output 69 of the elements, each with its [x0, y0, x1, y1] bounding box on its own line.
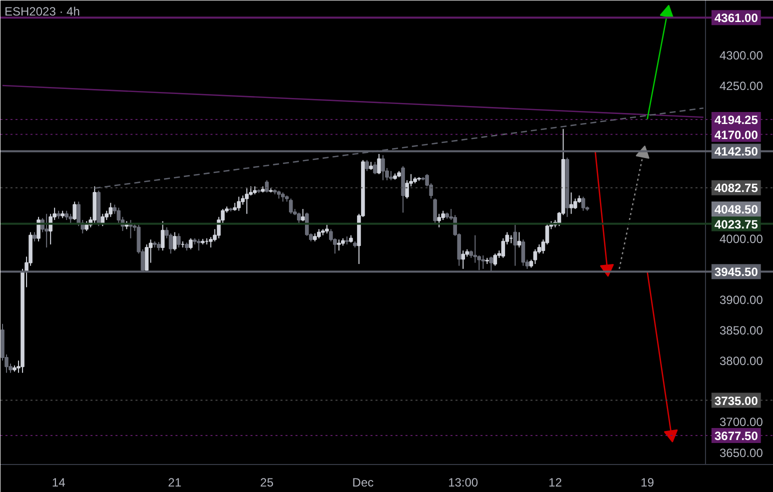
chart-title: ESH2023 · 4h: [4, 4, 80, 18]
x-tick-label: 19: [640, 476, 654, 490]
candlestick: [100, 213, 105, 227]
y-tick-label: 3700.00: [720, 415, 764, 430]
ref-line-label: 3945.50: [714, 265, 758, 280]
candlestick: [381, 154, 385, 181]
ref-line-label: 4023.75: [714, 217, 758, 232]
y-tick-label: 3650.00: [720, 446, 764, 460]
candlestick: [32, 232, 36, 242]
candlestick: [244, 188, 249, 214]
candlestick: [44, 213, 48, 248]
candlestick: [493, 253, 498, 266]
candlestick: [68, 213, 72, 224]
candlestick: [489, 256, 494, 272]
y-tick-label: 3900.00: [720, 292, 764, 307]
candlestick: [280, 192, 285, 202]
candlestick: [296, 212, 301, 224]
x-tick-label: 14: [52, 476, 66, 490]
candlestick: [236, 196, 241, 212]
ref-line-label: 4194.25: [714, 113, 758, 128]
candlestick: [196, 238, 201, 252]
ref-line-label: 4361.00: [714, 11, 758, 26]
candlestick: [365, 160, 369, 172]
candlestick: [481, 254, 486, 270]
ref-line-label: 4142.50: [714, 144, 758, 159]
ref-line-label: 3677.50: [714, 428, 758, 443]
x-tick-label: 21: [168, 476, 182, 490]
y-tick-label: 3800.00: [720, 354, 764, 368]
candlestick: [36, 216, 40, 242]
y-tick-label: 4000.00: [720, 232, 764, 246]
candlestick: [172, 232, 177, 252]
y-tick-label: 4250.00: [720, 78, 764, 93]
x-tick-label: Dec: [352, 476, 374, 490]
x-tick-label: 12: [548, 476, 562, 490]
candlestick: [533, 248, 538, 264]
candlestick: [373, 161, 377, 175]
candlestick: [461, 250, 465, 270]
candlestick: [208, 236, 213, 248]
candlestick: [176, 232, 181, 248]
x-tick-label: 13:00: [448, 476, 478, 490]
candlestick: [72, 201, 76, 220]
candlestick: [144, 244, 149, 272]
x-tick-label: 25: [260, 476, 274, 490]
candlestick: [569, 192, 574, 214]
candlestick: [168, 232, 173, 254]
candlestick: [188, 238, 193, 250]
candlestick: [337, 239, 341, 252]
ref-line-label: 3735.00: [714, 394, 758, 408]
candlestick: [389, 170, 393, 181]
candlestick: [84, 220, 89, 232]
candlestick: [288, 198, 293, 214]
y-tick-label: 4300.00: [720, 48, 764, 62]
candlestick: [317, 228, 321, 239]
candlestick: [517, 232, 522, 248]
candlestick: [437, 213, 441, 228]
candlestick: [521, 239, 526, 266]
candlestick: [108, 202, 113, 218]
candlestick: [377, 153, 381, 175]
candlestick: [433, 198, 437, 224]
ref-line-label: 4082.75: [714, 181, 758, 196]
candlestick: [64, 210, 68, 220]
ref-line-label: 4170.00: [714, 128, 758, 142]
candlestick: [513, 224, 518, 266]
candlestick: [581, 196, 586, 212]
annotation: 4048.50: [714, 202, 758, 216]
candlestick: [573, 198, 578, 210]
candlestick: [300, 208, 305, 222]
y-tick-label: 3850.00: [720, 324, 764, 338]
candlestick: [160, 220, 165, 252]
